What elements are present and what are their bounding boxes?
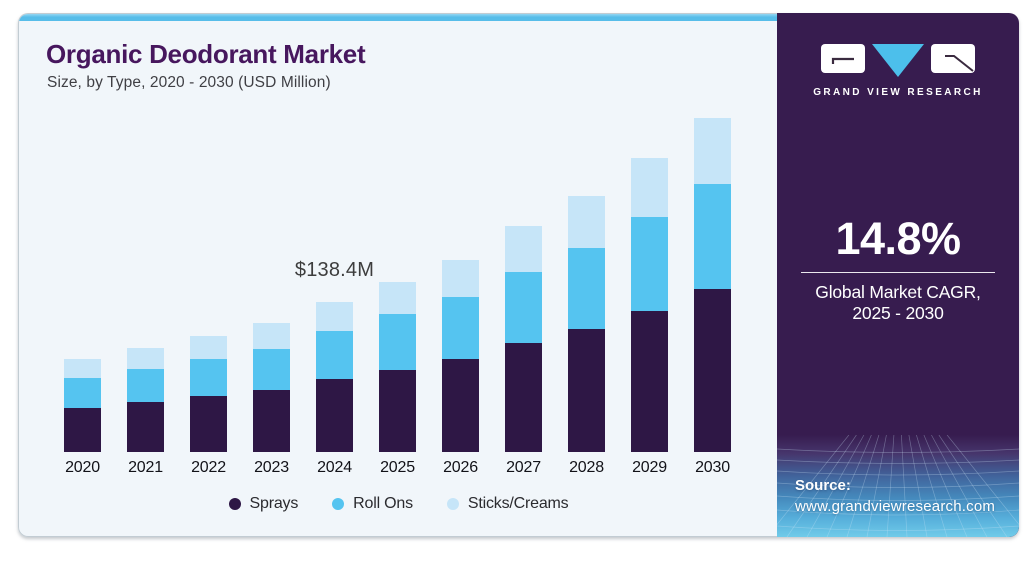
bar-segment-roll-ons [694,184,731,290]
bar-2023: 2023 [253,322,290,476]
bar-segment-sprays [64,408,101,452]
bar-segment-roll-ons [253,348,290,390]
bar-segment-sprays [568,328,605,452]
bar-segment-sticks-creams [505,225,542,273]
bar-2025: 2025 [379,281,416,476]
bar-2020: 2020 [64,359,101,476]
x-axis-label-2024: 2024 [317,459,352,476]
bar-2021: 2021 [127,347,164,476]
legend-item-roll-ons: Roll Ons [332,495,413,513]
side-panel: GRAND VIEW RESEARCH 14.8% Global Market … [777,13,1019,537]
cagr-label-line2: 2025 - 2030 [852,303,944,324]
bar-segment-sticks-creams [127,347,164,369]
cagr-label-line1: Global Market CAGR, [815,282,981,302]
bar-segment-sprays [127,402,164,452]
bar-segment-sprays [631,310,668,452]
bar-segment-sticks-creams [64,359,101,379]
bar-segment-sticks-creams [190,335,227,359]
bar-segment-sprays [694,289,731,452]
source-block: Source: www.grandviewresearch.com [795,475,995,517]
bar-segment-sticks-creams [631,158,668,217]
x-axis-label-2023: 2023 [254,459,289,476]
cagr-divider [801,272,995,273]
bar-segment-sticks-creams [379,281,416,315]
legend-dot-sprays [228,498,241,510]
logo-row [777,44,1019,77]
logo-r-box [931,44,975,73]
x-axis-label-2027: 2027 [506,459,541,476]
bar-segment-sticks-creams [442,260,479,298]
bar-2030: 2030 [694,118,731,476]
bar-segment-sticks-creams [316,301,353,331]
legend-label-sticks-creams: Sticks/Creams [467,495,569,512]
logo-r-mark [945,55,974,72]
title-block: Organic Deodorant Market Size, by Type, … [46,39,366,92]
gvr-logo: GRAND VIEW RESEARCH [777,44,1019,98]
x-axis-label-2025: 2025 [380,459,415,476]
bar-segment-roll-ons [190,358,227,397]
brand-name: GRAND VIEW RESEARCH [813,87,983,98]
x-axis-label-2022: 2022 [191,459,226,476]
cagr-block: 14.8% Global Market CAGR, 2025 - 2030 [777,216,1019,325]
bar-segment-roll-ons [316,330,353,379]
report-card: Organic Deodorant Market Size, by Type, … [18,13,1019,537]
bar-segment-roll-ons [568,247,605,329]
x-axis-label-2026: 2026 [443,459,478,476]
bar-2026: 2026 [442,260,479,476]
legend-item-sprays: Sprays [228,495,299,513]
bar-segment-sticks-creams [568,195,605,248]
perspective-grid [777,435,1019,537]
bar-segment-sprays [316,378,353,452]
cagr-value: 14.8% [835,213,961,264]
bar-segment-sprays [253,389,290,452]
page-title: Organic Deodorant Market [46,39,366,69]
mesh-graphic [777,435,1019,537]
legend-label-sprays: Sprays [249,495,299,512]
legend-label-roll-ons: Roll Ons [353,495,413,512]
logo-v-triangle [872,44,924,77]
bar-segment-sprays [442,358,479,452]
x-axis-label-2028: 2028 [569,459,604,476]
bar-2024: 2024 [316,301,353,476]
top-accent-bar [19,14,777,21]
value-annotation: $138.4M [294,258,375,281]
bar-segment-sticks-creams [694,118,731,185]
bar-segment-roll-ons [631,216,668,311]
bar-segment-roll-ons [127,368,164,403]
bar-segment-roll-ons [379,314,416,370]
x-axis-label-2020: 2020 [65,459,100,476]
page-subtitle: Size, by Type, 2020 - 2030 (USD Million) [47,73,331,91]
bar-2022: 2022 [190,335,227,476]
logo-g-mark [831,57,854,64]
bar-segment-roll-ons [442,297,479,359]
chart-section: Organic Deodorant Market Size, by Type, … [18,13,777,537]
chart-legend: Sprays Roll Ons Sticks/Creams [19,495,777,513]
legend-item-sticks-creams: Sticks/Creams [446,495,569,513]
x-axis-label-2030: 2030 [695,459,730,476]
x-axis-label-2029: 2029 [632,459,667,476]
bar-2029: 2029 [631,158,668,476]
source-label: Source: [795,477,851,494]
bar-segment-sprays [190,396,227,452]
source-url: www.grandviewresearch.com [795,497,996,515]
bar-segment-sticks-creams [253,322,290,349]
legend-dot-sticks-creams [446,498,459,510]
bar-segment-roll-ons [505,272,542,344]
bar-2028: 2028 [568,195,605,476]
x-axis-label-2021: 2021 [128,459,163,476]
logo-g-box [821,44,865,73]
plot-area: $138.4M 2020 2021 2022 2023 2024 2025 2026 2027… [64,14,734,476]
legend-dot-roll-ons [332,498,345,510]
bar-segment-roll-ons [64,378,101,408]
bar-segment-sprays [379,369,416,452]
bar-segment-sprays [505,343,542,452]
bar-2027: 2027 [505,225,542,476]
